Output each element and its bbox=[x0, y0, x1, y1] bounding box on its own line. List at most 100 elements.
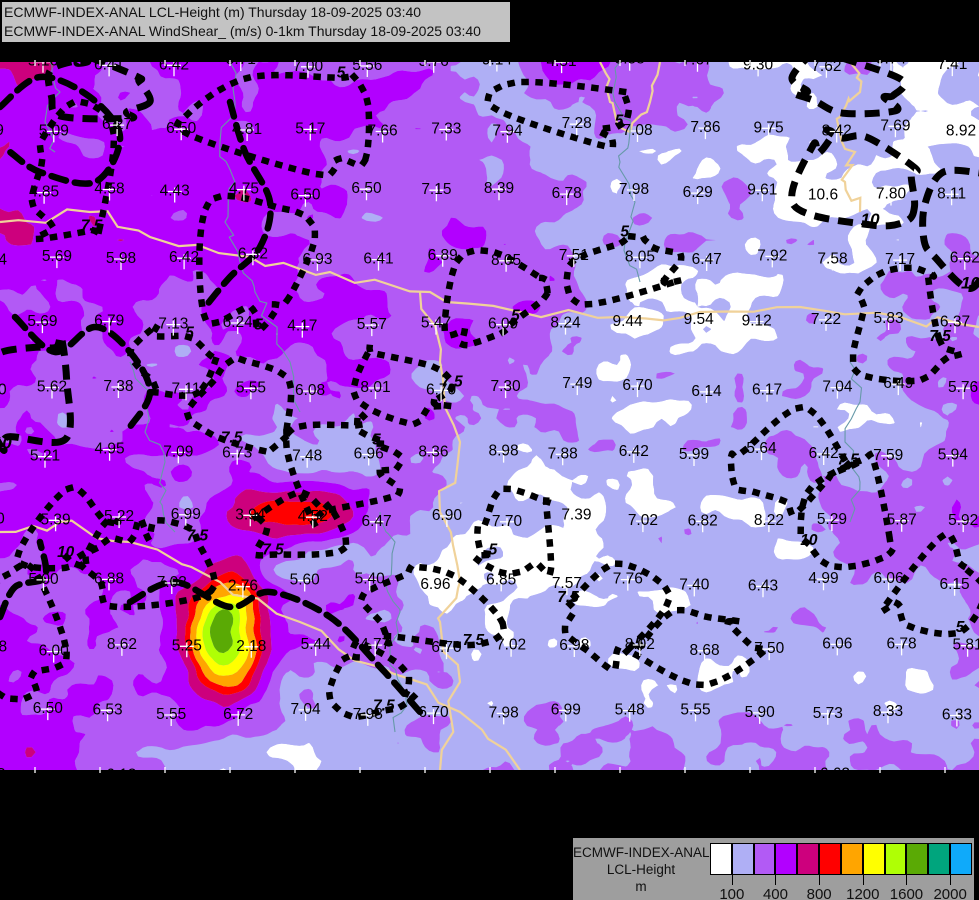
svg-text:6.88: 6.88 bbox=[94, 570, 124, 587]
svg-text:5.25: 5.25 bbox=[172, 637, 202, 654]
svg-text:5.76: 5.76 bbox=[948, 379, 978, 396]
svg-text:7.5: 7.5 bbox=[187, 527, 209, 544]
svg-text:5.34: 5.34 bbox=[0, 251, 7, 268]
svg-text:5.44: 5.44 bbox=[301, 636, 332, 653]
svg-text:4.85: 4.85 bbox=[29, 184, 59, 201]
svg-text:8.01: 8.01 bbox=[360, 379, 390, 396]
svg-text:6.41: 6.41 bbox=[94, 62, 124, 73]
svg-text:7.70: 7.70 bbox=[492, 513, 523, 530]
svg-text:5.62: 5.62 bbox=[37, 379, 67, 396]
svg-text:7.59: 7.59 bbox=[873, 447, 903, 464]
svg-text:7.40: 7.40 bbox=[679, 576, 710, 593]
svg-text:6.47: 6.47 bbox=[692, 251, 722, 268]
svg-text:6.49: 6.49 bbox=[883, 375, 913, 392]
svg-text:5: 5 bbox=[620, 223, 629, 240]
svg-text:9.12: 9.12 bbox=[742, 313, 772, 330]
svg-text:7.33: 7.33 bbox=[431, 121, 461, 138]
svg-text:6.14: 6.14 bbox=[691, 383, 722, 400]
svg-text:4.52: 4.52 bbox=[298, 508, 328, 525]
svg-text:9.44: 9.44 bbox=[613, 313, 644, 330]
svg-text:7.04: 7.04 bbox=[291, 701, 322, 718]
svg-text:6.08: 6.08 bbox=[0, 639, 7, 656]
svg-text:5.90: 5.90 bbox=[745, 704, 776, 721]
svg-text:7.11: 7.11 bbox=[171, 380, 200, 397]
svg-text:5.40: 5.40 bbox=[355, 571, 386, 588]
svg-text:4.51: 4.51 bbox=[547, 62, 577, 70]
svg-text:6.43: 6.43 bbox=[748, 577, 778, 594]
svg-text:7.88: 7.88 bbox=[548, 445, 578, 462]
svg-text:5: 5 bbox=[489, 541, 498, 558]
svg-text:7.09: 7.09 bbox=[163, 443, 193, 460]
svg-text:7.03: 7.03 bbox=[157, 574, 187, 591]
svg-text:8.33: 8.33 bbox=[873, 703, 903, 720]
svg-text:8.05: 8.05 bbox=[491, 252, 521, 269]
svg-text:6.62: 6.62 bbox=[950, 250, 979, 267]
svg-text:4.99: 4.99 bbox=[808, 570, 838, 587]
svg-text:5.99: 5.99 bbox=[679, 446, 709, 463]
svg-text:7.62: 7.62 bbox=[811, 62, 841, 75]
svg-text:7.76: 7.76 bbox=[613, 571, 643, 588]
svg-text:5.21: 5.21 bbox=[30, 448, 60, 465]
svg-text:5.69: 5.69 bbox=[27, 313, 57, 330]
svg-text:8.11: 8.11 bbox=[937, 185, 966, 202]
svg-text:6.06: 6.06 bbox=[822, 635, 852, 652]
svg-text:6.50: 6.50 bbox=[290, 187, 321, 204]
svg-text:6.82: 6.82 bbox=[688, 512, 718, 529]
svg-text:4.40: 4.40 bbox=[0, 511, 5, 528]
svg-text:6.98: 6.98 bbox=[559, 637, 589, 654]
svg-text:7.5: 7.5 bbox=[262, 542, 284, 559]
svg-text:5.00: 5.00 bbox=[0, 382, 7, 399]
svg-text:7.50: 7.50 bbox=[754, 640, 785, 657]
svg-text:9.61: 9.61 bbox=[747, 181, 777, 198]
svg-text:5: 5 bbox=[956, 619, 965, 636]
svg-text:6.27: 6.27 bbox=[102, 116, 132, 133]
svg-text:6.50: 6.50 bbox=[351, 180, 382, 197]
svg-text:6.50: 6.50 bbox=[33, 700, 64, 717]
svg-text:5.48: 5.48 bbox=[615, 702, 645, 719]
svg-text:6.42: 6.42 bbox=[159, 62, 189, 73]
svg-text:5.16: 5.16 bbox=[28, 62, 58, 70]
svg-text:2.18: 2.18 bbox=[236, 638, 266, 655]
svg-text:7.38: 7.38 bbox=[103, 378, 133, 395]
svg-text:5.39: 5.39 bbox=[41, 511, 71, 528]
svg-text:9.14: 9.14 bbox=[482, 62, 513, 69]
svg-text:6.17: 6.17 bbox=[752, 382, 782, 399]
svg-text:7.98: 7.98 bbox=[489, 704, 519, 721]
svg-text:5.17: 5.17 bbox=[295, 120, 325, 137]
svg-text:6.42: 6.42 bbox=[619, 443, 649, 460]
svg-text:8.98: 8.98 bbox=[489, 443, 519, 460]
svg-text:7.92: 7.92 bbox=[757, 247, 787, 264]
svg-text:7.22: 7.22 bbox=[811, 311, 841, 328]
svg-text:6.06: 6.06 bbox=[874, 570, 904, 587]
svg-text:7.5: 7.5 bbox=[463, 632, 485, 649]
svg-text:7.48: 7.48 bbox=[292, 448, 322, 465]
svg-text:7.30: 7.30 bbox=[491, 378, 522, 395]
svg-text:6.90: 6.90 bbox=[432, 507, 463, 524]
svg-text:5.92: 5.92 bbox=[948, 512, 978, 529]
svg-text:10: 10 bbox=[861, 210, 880, 229]
svg-text:7.02: 7.02 bbox=[496, 637, 526, 654]
svg-text:7.5: 7.5 bbox=[837, 451, 859, 468]
svg-text:6.99: 6.99 bbox=[171, 506, 201, 523]
svg-text:8.42: 8.42 bbox=[822, 123, 852, 140]
svg-text:5.98: 5.98 bbox=[106, 250, 136, 267]
svg-text:6.42: 6.42 bbox=[169, 249, 199, 266]
svg-text:8.39: 8.39 bbox=[484, 180, 514, 197]
svg-text:7.04: 7.04 bbox=[822, 379, 853, 396]
svg-text:6.00: 6.00 bbox=[39, 643, 70, 660]
svg-text:4.17: 4.17 bbox=[287, 318, 317, 335]
svg-text:8.92: 8.92 bbox=[946, 123, 976, 140]
svg-text:4.77: 4.77 bbox=[360, 636, 390, 653]
svg-text:7.49: 7.49 bbox=[562, 375, 592, 392]
svg-text:4.43: 4.43 bbox=[160, 183, 190, 200]
svg-text:6.96: 6.96 bbox=[420, 576, 450, 593]
svg-text:5: 5 bbox=[254, 317, 263, 334]
svg-text:8.68: 8.68 bbox=[690, 642, 720, 659]
svg-text:7.5: 7.5 bbox=[929, 328, 951, 345]
svg-text:7.41: 7.41 bbox=[937, 62, 967, 73]
svg-text:6.12: 6.12 bbox=[106, 767, 136, 771]
svg-text:10.6: 10.6 bbox=[808, 187, 838, 204]
svg-text:7.98: 7.98 bbox=[619, 181, 649, 198]
svg-text:6.53: 6.53 bbox=[93, 701, 123, 718]
svg-text:8.02: 8.02 bbox=[625, 636, 655, 653]
